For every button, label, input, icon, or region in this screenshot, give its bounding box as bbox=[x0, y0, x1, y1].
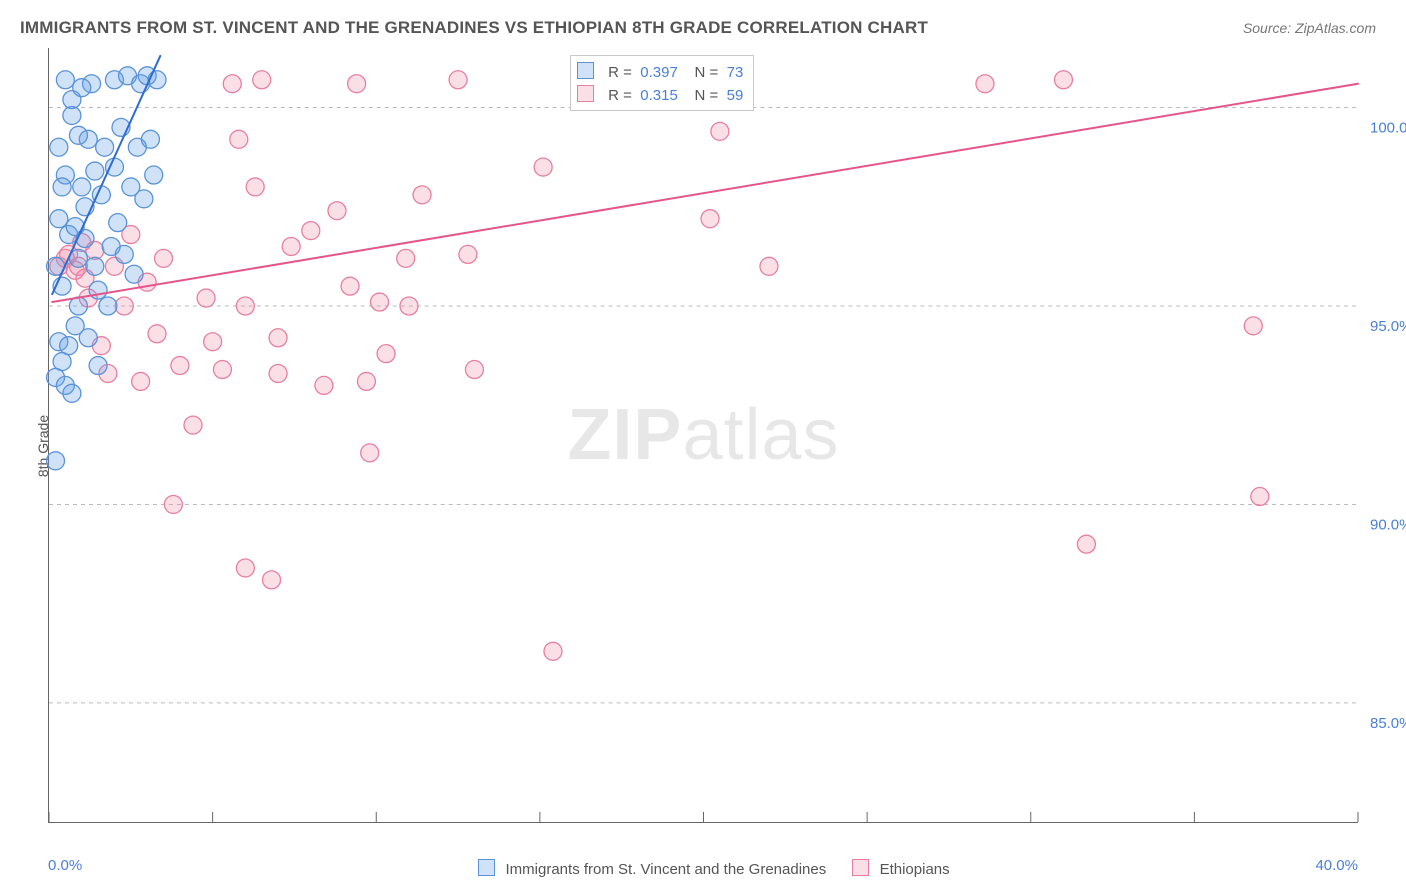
source-label: Source: ZipAtlas.com bbox=[1243, 20, 1376, 36]
legend-label-b: Ethiopians bbox=[880, 861, 950, 878]
chart-title: IMMIGRANTS FROM ST. VINCENT AND THE GREN… bbox=[20, 18, 928, 38]
plot-area: ZIPatlas 85.0%90.0%95.0%100.0% bbox=[48, 48, 1358, 823]
swatch-icon bbox=[577, 62, 594, 79]
svg-text:90.0%: 90.0% bbox=[1370, 516, 1406, 533]
swatch-icon bbox=[478, 859, 495, 876]
stats-row-b: R = 0.315 N = 59 bbox=[577, 83, 743, 106]
svg-text:85.0%: 85.0% bbox=[1370, 715, 1406, 732]
swatch-icon bbox=[852, 859, 869, 876]
swatch-icon bbox=[577, 85, 594, 102]
svg-text:95.0%: 95.0% bbox=[1370, 318, 1406, 335]
stats-legend: R = 0.397 N = 73 R = 0.315 N = 59 bbox=[570, 55, 754, 111]
bottom-legend: Immigrants from St. Vincent and the Gren… bbox=[0, 859, 1406, 878]
svg-text:100.0%: 100.0% bbox=[1370, 120, 1406, 137]
stats-row-a: R = 0.397 N = 73 bbox=[577, 60, 743, 83]
legend-label-a: Immigrants from St. Vincent and the Gren… bbox=[506, 861, 827, 878]
